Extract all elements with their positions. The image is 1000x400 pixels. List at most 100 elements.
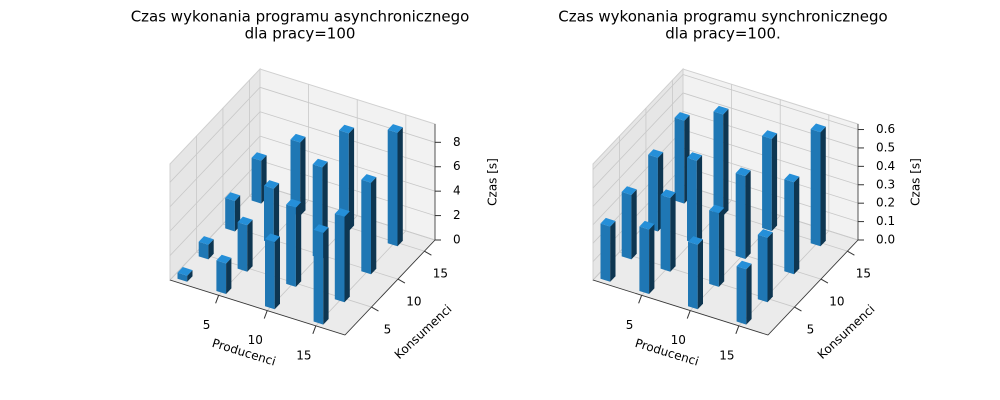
bar (674, 112, 690, 204)
x-tick (638, 295, 643, 304)
bar-side (371, 177, 377, 275)
bar-side (696, 155, 703, 244)
bar-front (735, 173, 746, 259)
bar-top (784, 173, 800, 183)
bar-top (286, 198, 302, 208)
bar (361, 174, 377, 275)
z-tick-label: 8 (453, 135, 461, 149)
bar (237, 216, 253, 272)
chart-title: Czas wykonania programu synchronicznego (558, 8, 887, 26)
z-tick-label: 0.4 (876, 159, 895, 173)
grid-line (259, 86, 436, 143)
z-axis-label: Czas [s] (486, 158, 500, 206)
bar-top (251, 152, 267, 161)
bar (216, 254, 232, 294)
axis-line (767, 239, 859, 336)
bar-side (397, 127, 403, 247)
axis-line (592, 279, 769, 336)
y-tick-label: 10 (406, 295, 421, 309)
x-tick-label: 5 (626, 318, 634, 332)
bar-top (648, 149, 664, 158)
bar-top (334, 208, 350, 217)
bar-side (771, 133, 778, 232)
bar-front (687, 157, 697, 244)
axis-line (344, 239, 436, 336)
bar-front (688, 241, 698, 310)
bar-top (237, 216, 253, 226)
z-tick-label: 6 (453, 159, 461, 173)
bar-front (660, 195, 671, 272)
bar-top (736, 260, 752, 270)
bar-top (339, 124, 355, 134)
bar-front (713, 111, 724, 216)
y-tick-label: 15 (856, 267, 871, 281)
grid-line (682, 92, 859, 149)
y-tick (371, 306, 379, 312)
y-axis-label: Konsumenci (392, 302, 455, 362)
chart-title: Czas wykonania programu asynchronicznego (131, 8, 470, 26)
y-tick-label: 5 (384, 323, 392, 337)
bar (736, 260, 752, 325)
panel: Czas wykonania programu asynchronicznego… (131, 8, 500, 369)
bar (688, 236, 703, 310)
z-tick-label: 0.6 (876, 122, 895, 136)
bar (251, 152, 267, 204)
bar (286, 198, 302, 287)
y-tick (397, 278, 406, 284)
bar (762, 130, 778, 232)
grid-line (169, 87, 261, 183)
bar-side (344, 211, 350, 303)
bar-side (670, 192, 676, 272)
z-tick-label: 0.2 (876, 196, 895, 210)
bar (177, 267, 193, 282)
bar-top (265, 233, 280, 243)
bar (339, 124, 355, 232)
bar-side (274, 236, 280, 310)
x-tick (215, 295, 220, 304)
grid-line (169, 184, 261, 281)
x-tick-label: 15 (296, 348, 311, 362)
bar-front (810, 129, 821, 247)
chart-title: dla pracy=100. (665, 25, 781, 43)
bar (810, 123, 826, 247)
bar-front (334, 213, 345, 303)
bar (709, 204, 725, 287)
bar-side (794, 176, 800, 275)
bar-side (697, 239, 703, 310)
bar-front (709, 210, 719, 287)
grid-line (592, 129, 684, 226)
x-tick-label: 15 (719, 348, 734, 362)
bar-front (387, 129, 398, 247)
grid-line (738, 230, 830, 327)
bar-front (762, 135, 772, 232)
bar-side (300, 136, 306, 216)
grid-line (169, 160, 261, 256)
bar-front (264, 185, 274, 244)
bar-top (264, 180, 280, 189)
bar (334, 208, 350, 303)
y-tick (820, 278, 829, 284)
x-tick (686, 310, 691, 319)
bar-front (290, 139, 301, 216)
x-tick (312, 325, 317, 335)
z-tick-label: 0.5 (876, 140, 895, 154)
bar-front (648, 154, 658, 232)
bar-front (757, 234, 768, 303)
bar-front (339, 130, 349, 232)
bar-top (660, 189, 676, 198)
y-axis-label: Konsumenci (815, 302, 878, 362)
bar-top (762, 130, 778, 139)
y-tick-label: 5 (807, 323, 815, 337)
x-tick-label: 10 (671, 333, 686, 347)
grid-line (682, 74, 859, 130)
bar-top (387, 124, 403, 133)
x-tick (735, 325, 740, 335)
bar-top (216, 254, 232, 264)
z-tick-label: 4 (453, 184, 461, 198)
bar-front (736, 266, 747, 325)
y-tick (847, 250, 855, 256)
bar-top (225, 192, 241, 201)
bar (660, 189, 676, 272)
bar-side (226, 257, 232, 294)
